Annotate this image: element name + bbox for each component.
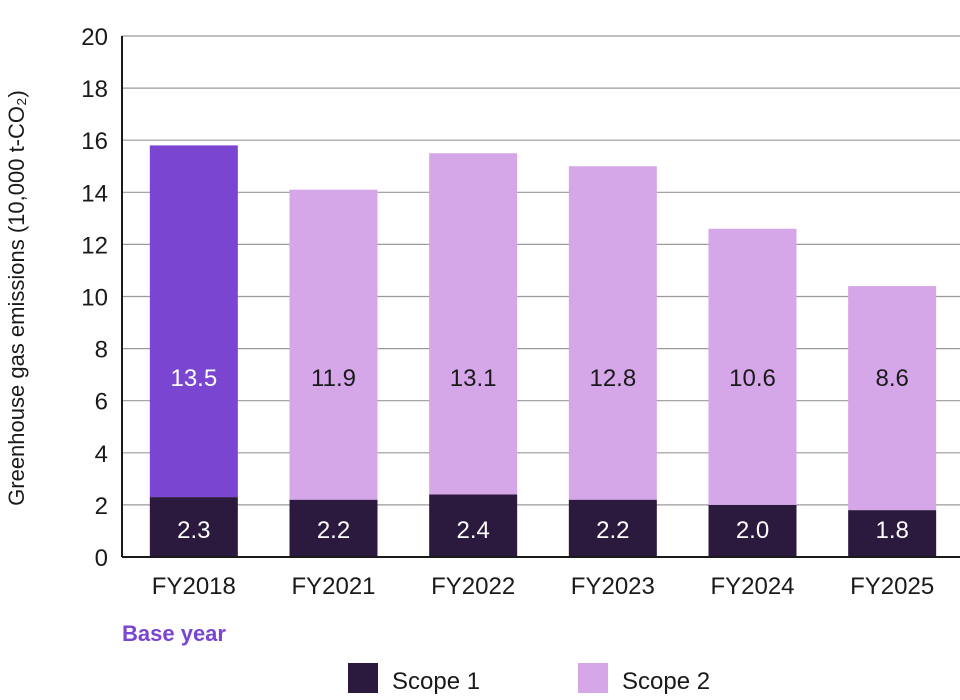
y-tick-label: 2 [95, 493, 108, 520]
data-label-scope1: 1.8 [875, 517, 908, 544]
x-tick-label: FY2025 [850, 573, 934, 600]
data-label-scope2: 12.8 [589, 365, 636, 392]
bar-scope1-FY2025 [848, 510, 937, 557]
gridlines [122, 35, 960, 506]
bar-scope1-FY2022 [429, 494, 518, 557]
y-tick-label: 0 [95, 545, 108, 572]
x-tick-label: FY2018 [152, 573, 236, 600]
data-label-scope2: 13.1 [450, 365, 497, 392]
y-tick-label: 16 [81, 128, 108, 155]
data-label-scope2: 8.6 [875, 365, 908, 392]
legend-label-scope2: Scope 2 [622, 668, 710, 695]
bar-scope1-FY2018 [149, 497, 238, 557]
y-tick-label: 6 [95, 389, 108, 416]
bar-scope2-FY2024 [708, 228, 797, 505]
legend-swatch-scope2 [578, 663, 608, 693]
bars: 2.3 13.5 2.2 11.9 2.4 13.1 2.2 12.8 2.0 10.6 1.8 8.… [149, 145, 937, 557]
data-label-scope2: 13.5 [170, 365, 217, 392]
bar-scope1-FY2021 [289, 499, 378, 557]
y-tick-label: 10 [81, 285, 108, 312]
data-label-scope1: 2.0 [736, 517, 769, 544]
data-label-scope1: 2.2 [596, 517, 629, 544]
y-tick-label: 4 [95, 441, 108, 468]
axes: 0 2 4 6 8 10 12 14 16 18 20 FY2018 FY2021 FY2022 FY202… [81, 24, 960, 600]
bar-scope2-FY2023 [568, 166, 657, 500]
bar-scope2-FY2025 [848, 286, 937, 511]
bar-scope2-FY2022 [429, 153, 518, 495]
x-tick-label: FY2024 [710, 573, 794, 600]
y-tick-label: 20 [81, 24, 108, 51]
bar-scope1-FY2024 [708, 504, 797, 557]
data-label-scope1: 2.2 [317, 517, 350, 544]
x-tick-label: FY2022 [431, 573, 515, 600]
y-tick-label: 8 [95, 337, 108, 364]
x-tick-label: FY2021 [291, 573, 375, 600]
legend: Scope 1 Scope 2 [348, 663, 710, 695]
y-tick-label: 12 [81, 232, 108, 259]
y-tick-label: 18 [81, 76, 108, 103]
data-label-scope1: 2.3 [177, 517, 210, 544]
bar-scope2-FY2018 [149, 145, 238, 498]
data-label-scope2: 10.6 [729, 365, 776, 392]
legend-swatch-scope1 [348, 663, 378, 693]
bar-scope1-FY2023 [568, 499, 657, 557]
y-axis-label: Greenhouse gas emissions (10,000 t-CO₂) [4, 90, 29, 506]
x-tick-label: FY2023 [571, 573, 655, 600]
y-tick-label: 14 [81, 180, 108, 207]
base-year-note: Base year [122, 621, 226, 646]
data-label-scope2: 11.9 [311, 365, 356, 392]
legend-label-scope1: Scope 1 [392, 668, 480, 695]
bar-scope2-FY2021 [289, 189, 378, 500]
data-label-scope1: 2.4 [456, 517, 489, 544]
